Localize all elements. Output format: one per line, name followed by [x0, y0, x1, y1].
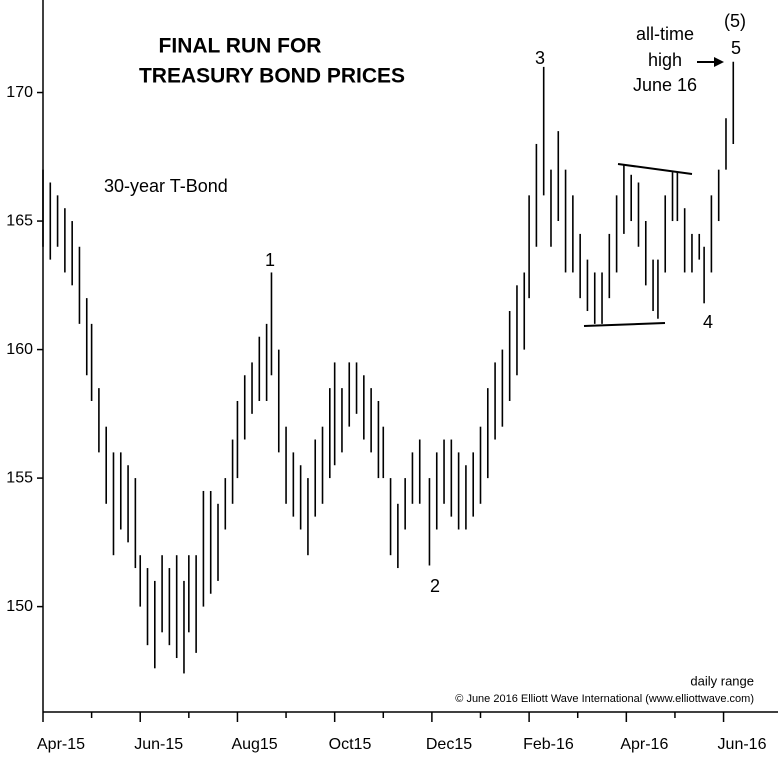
chart-title: FINAL RUN FOR: [159, 35, 322, 58]
annotation: 2: [430, 576, 440, 596]
annotation: 5: [731, 38, 741, 58]
x-tick-label: Apr-16: [620, 736, 668, 753]
annotation: high: [648, 50, 682, 70]
y-tick-label: 160: [6, 341, 33, 358]
credit: © June 2016 Elliott Wave International (…: [455, 693, 754, 705]
chart-title: TREASURY BOND PRICES: [139, 65, 405, 88]
note: daily range: [690, 673, 754, 688]
x-tick-label: Jun-16: [718, 736, 767, 753]
y-tick-label: 165: [6, 212, 33, 229]
annotation: all-time: [636, 24, 694, 44]
x-tick-label: Jun-15: [134, 736, 183, 753]
trend-line: [617, 163, 693, 175]
arrow-head: [714, 57, 724, 67]
annotation: June 16: [633, 75, 697, 95]
annotation: 1: [265, 250, 275, 270]
annotation: 4: [703, 312, 713, 332]
subtitle: 30-year T-Bond: [104, 176, 228, 196]
y-tick-label: 170: [6, 84, 33, 101]
x-tick-label: Dec15: [426, 736, 472, 753]
x-tick-label: Apr-15: [37, 736, 85, 753]
annotation: (5): [724, 11, 746, 31]
annotation: 3: [535, 48, 545, 68]
x-tick-label: Aug15: [231, 736, 277, 753]
y-tick-label: 155: [6, 469, 33, 486]
x-tick-label: Oct15: [329, 736, 372, 753]
x-tick-label: Feb-16: [523, 736, 574, 753]
trend-line: [583, 322, 666, 327]
y-tick-label: 150: [6, 598, 33, 615]
